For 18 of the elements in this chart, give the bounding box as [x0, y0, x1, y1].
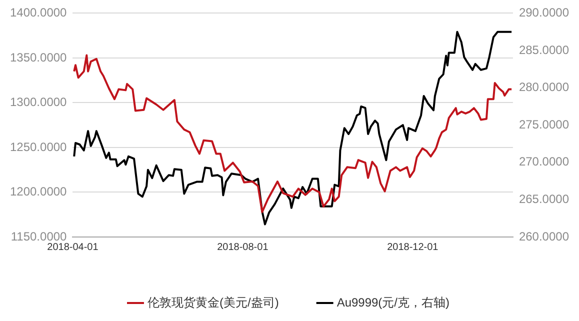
legend-label: 伦敦现货黄金(美元/盎司)	[147, 295, 279, 310]
x-tick-label: 2018-04-01	[47, 242, 99, 253]
y2-tick-label: 285.0000	[518, 42, 570, 57]
y2-tick-label: 270.0000	[518, 154, 570, 169]
y2-tick-label: 275.0000	[518, 117, 570, 132]
y2-tick-label: 265.0000	[518, 192, 570, 206]
legend-label: Au9999(元/克，右轴)	[336, 295, 450, 310]
x-tick-label: 2018-08-01	[217, 242, 269, 253]
x-tick-label: 2018-12-01	[387, 242, 439, 253]
y2-tick-label: 260.0000	[518, 229, 570, 244]
y-tick-label: 1250.0000	[10, 140, 68, 154]
y-tick-label: 1200.0000	[10, 184, 68, 199]
y-tick-label: 1150.0000	[10, 229, 68, 244]
y-tick-label: 1400.0000	[10, 6, 68, 20]
y-tick-label: 1300.0000	[10, 95, 68, 110]
y2-tick-label: 290.0000	[518, 6, 570, 20]
y2-tick-label: 280.0000	[518, 80, 570, 94]
y-tick-label: 1350.0000	[10, 50, 68, 64]
